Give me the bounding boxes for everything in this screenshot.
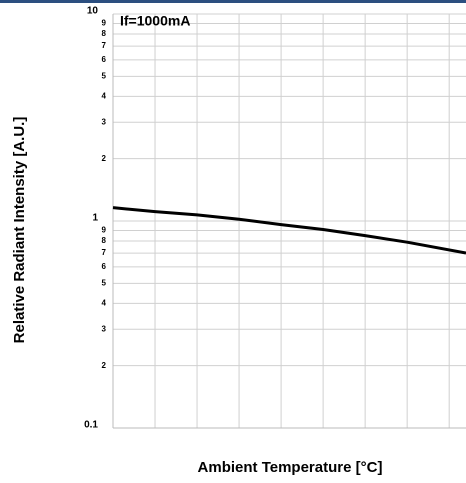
y-tick-label: 4 <box>102 298 107 307</box>
data-line <box>112 206 466 255</box>
y-tick-label: 8 <box>102 29 107 38</box>
y-tick-label: 5 <box>102 71 107 80</box>
x-axis-label: Ambient Temperature [°C] <box>198 459 383 476</box>
y-tick-label: 8 <box>102 236 107 245</box>
y-tick-label: 3 <box>102 117 107 126</box>
y-tick-label: 9 <box>102 226 107 235</box>
y-tick-label: 6 <box>102 55 107 64</box>
y-tick-label: 2 <box>102 154 107 163</box>
y-tick-label: 10 <box>87 6 99 17</box>
y-tick-label: 7 <box>102 248 107 257</box>
y-tick-label: 5 <box>102 278 107 287</box>
y-tick-label: 1 <box>92 213 98 224</box>
y-tick-label: 7 <box>102 41 107 50</box>
y-tick-label: 0.1 <box>84 420 98 431</box>
y-tick-label: 4 <box>102 91 107 100</box>
y-tick-label: 9 <box>102 19 107 28</box>
y-tick-label: 3 <box>102 324 107 333</box>
annotation: If=1000mA <box>120 13 190 29</box>
y-axis-label: Relative Radiant Intensity [A.U.] <box>11 117 28 344</box>
y-tick-label: 2 <box>102 361 107 370</box>
y-tick-label: 6 <box>102 262 107 271</box>
top-bar <box>0 0 466 3</box>
